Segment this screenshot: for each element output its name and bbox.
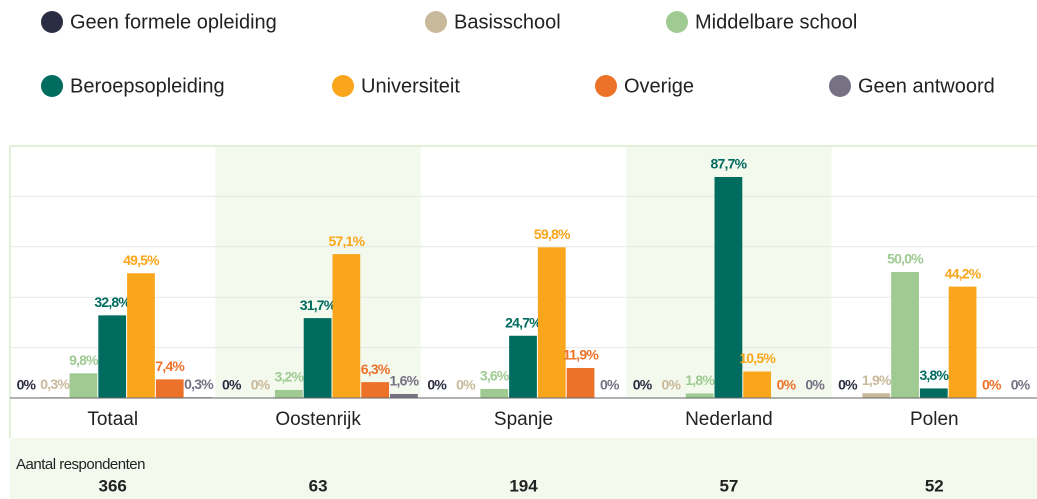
respondent-count: 194	[509, 476, 538, 495]
bar	[714, 176, 743, 398]
value-label: 0%	[1011, 377, 1031, 393]
bar	[509, 335, 537, 398]
legend-label: Universiteit	[361, 75, 460, 97]
value-label: 0%	[777, 377, 797, 393]
value-label: 32,8%	[94, 294, 131, 310]
value-label: 1,9%	[862, 372, 892, 388]
value-label: 10,5%	[739, 350, 776, 366]
value-label: 57,1%	[329, 233, 366, 249]
bar	[303, 318, 332, 398]
legend-marker	[666, 11, 688, 33]
legend-label: Geen antwoord	[858, 75, 995, 97]
bar	[361, 382, 390, 398]
x-tick-label: Spanje	[494, 409, 553, 430]
bar	[155, 379, 184, 398]
legend-label: Geen formele opleiding	[70, 11, 277, 33]
value-label: 0,3%	[184, 376, 214, 392]
bar	[685, 393, 714, 398]
legend-label: Overige	[624, 75, 694, 97]
bar	[743, 371, 772, 398]
value-label: 1,8%	[685, 372, 715, 388]
bar	[98, 315, 127, 398]
value-label: 0,3%	[40, 376, 70, 392]
bar	[919, 388, 948, 398]
bar	[537, 247, 566, 398]
value-label: 0%	[633, 377, 653, 393]
x-tick-label: Oostenrijk	[275, 409, 361, 430]
x-tick-label: Polen	[910, 409, 959, 430]
bar	[948, 286, 977, 398]
respondent-count: 57	[719, 476, 738, 495]
value-label: 0%	[427, 377, 447, 393]
legend-marker	[595, 75, 617, 97]
value-label: 3,2%	[274, 369, 304, 385]
value-label: 1,6%	[390, 373, 420, 389]
bar	[69, 373, 98, 398]
value-label: 9,8%	[69, 352, 99, 368]
value-label: 6,3%	[361, 361, 391, 377]
value-label: 0%	[600, 377, 620, 393]
bar	[480, 388, 509, 398]
respondent-count: 366	[99, 476, 127, 495]
bar	[862, 393, 891, 398]
value-label: 0%	[838, 377, 858, 393]
bar	[891, 272, 919, 398]
value-label: 0%	[222, 377, 242, 393]
x-tick-label: Nederland	[685, 409, 773, 430]
value-label: 0%	[456, 377, 476, 393]
x-tick-label: Totaal	[87, 409, 138, 430]
legend-label: Middelbare school	[695, 11, 857, 33]
respondent-count: 52	[925, 476, 944, 495]
bar	[127, 273, 155, 398]
value-label: 7,4%	[155, 358, 185, 374]
value-label: 11,9%	[563, 347, 599, 363]
value-label: 59,8%	[534, 226, 571, 242]
value-label: 87,7%	[711, 156, 748, 172]
value-label: 0%	[982, 377, 1002, 393]
legend-marker	[41, 75, 63, 97]
value-label: 3,6%	[480, 368, 510, 384]
bar	[566, 368, 595, 398]
legend-marker	[425, 11, 447, 33]
value-label: 0%	[251, 377, 271, 393]
value-label: 44,2%	[945, 265, 982, 281]
bar	[390, 393, 418, 398]
legend-marker	[829, 75, 851, 97]
value-label: 49,5%	[123, 252, 160, 268]
value-label: 3,8%	[919, 367, 949, 383]
legend-label: Beroepsopleiding	[70, 75, 225, 97]
value-label: 50,0%	[887, 251, 924, 267]
legend-marker	[332, 75, 354, 97]
bar	[332, 254, 361, 398]
value-label: 24,7%	[505, 314, 542, 330]
value-label: 0%	[17, 377, 37, 393]
value-label: 0%	[805, 377, 825, 393]
legend-label: Basisschool	[454, 11, 561, 33]
value-label: 31,7%	[300, 297, 337, 313]
bar	[274, 389, 303, 398]
legend-marker	[41, 11, 63, 33]
value-label: 0%	[662, 377, 682, 393]
respondents-bg	[10, 438, 1037, 499]
respondents-label: Aantal respondenten	[16, 456, 145, 473]
respondent-count: 63	[309, 476, 328, 495]
